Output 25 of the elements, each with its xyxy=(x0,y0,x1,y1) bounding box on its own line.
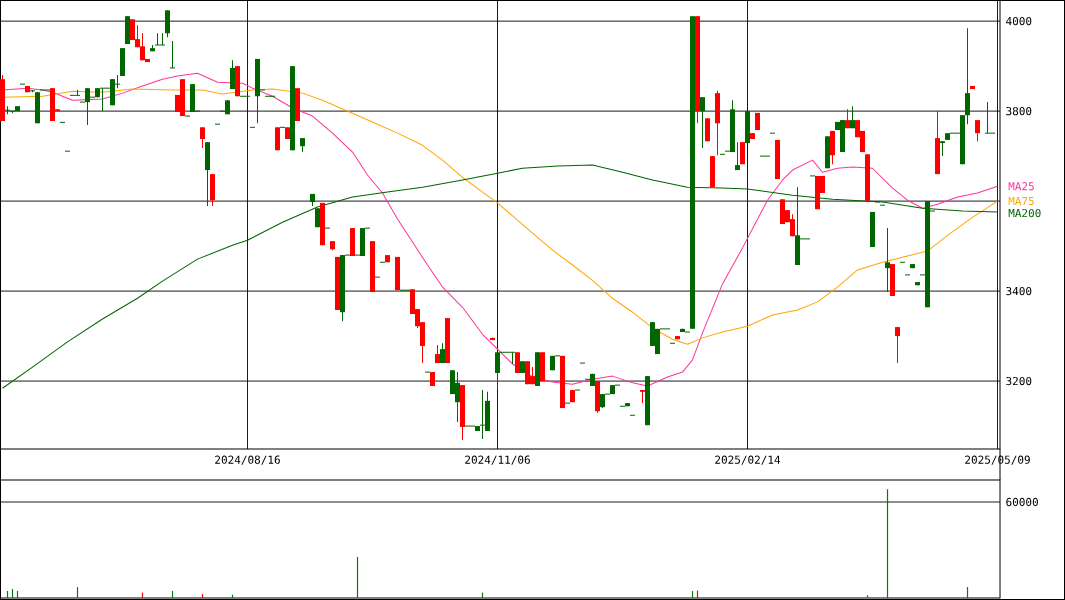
candlestick xyxy=(984,101,991,134)
y-tick-label: 4000 xyxy=(1006,16,1032,26)
series-label: MA200 xyxy=(1008,208,1041,218)
candlestick xyxy=(975,119,981,142)
candlestick xyxy=(895,326,901,364)
y-tick-label: 3800 xyxy=(1006,106,1032,116)
y-tick-label: 3400 xyxy=(1006,286,1032,296)
x-tick-label: 2025/02/14 xyxy=(715,455,781,465)
candlestick xyxy=(159,32,166,46)
x-tick-label: 2024/11/06 xyxy=(465,455,530,465)
candlestick xyxy=(169,40,176,69)
y-tick-label: 60000 xyxy=(1006,497,1038,507)
x-tick-label: 2024/08/16 xyxy=(215,455,280,465)
candlestick xyxy=(154,32,161,46)
candlestick xyxy=(509,351,516,365)
candlestick xyxy=(165,9,170,38)
candlestick xyxy=(885,227,891,293)
candlestick xyxy=(74,89,81,96)
x-tick-label: 2025/05/09 xyxy=(965,455,1030,465)
candlestick xyxy=(495,351,501,390)
y-tick-label: 3200 xyxy=(1006,376,1032,386)
candlestick xyxy=(230,59,235,90)
series-label: MA75 xyxy=(1008,197,1034,206)
candlestick xyxy=(200,126,206,149)
series-label: MA25 xyxy=(1008,182,1034,191)
